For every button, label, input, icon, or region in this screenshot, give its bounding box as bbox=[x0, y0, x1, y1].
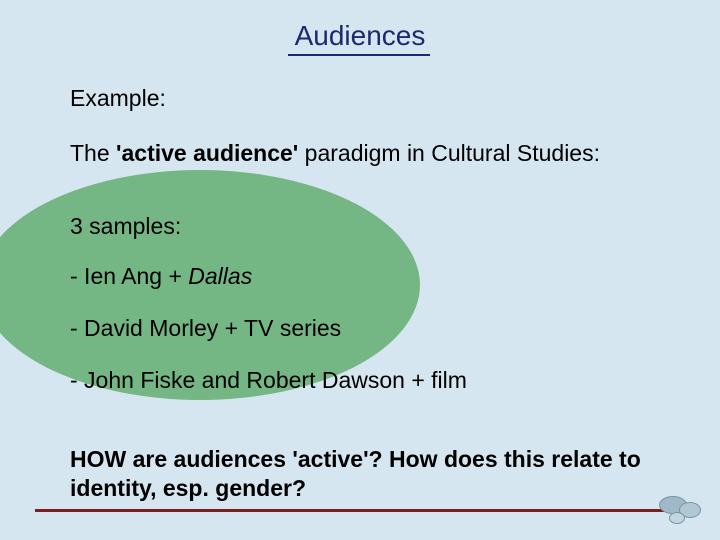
bullet-ang: - Ien Ang + Dallas bbox=[70, 263, 645, 291]
bullet-ang-prefix: - Ien Ang + bbox=[70, 263, 188, 289]
example-label: Example: bbox=[70, 85, 645, 113]
bullet-ang-italic: Dallas bbox=[188, 263, 252, 289]
bullet-fiske: - John Fiske and Robert Dawson + film bbox=[70, 367, 645, 395]
how-question: HOW are audiences 'active'? How does thi… bbox=[70, 445, 645, 503]
paradigm-prefix: The bbox=[70, 140, 116, 166]
corner-decoration-icon bbox=[653, 492, 708, 532]
title-underline bbox=[288, 54, 430, 56]
samples-label: 3 samples: bbox=[70, 213, 645, 241]
paradigm-suffix: paradigm in Cultural Studies: bbox=[298, 140, 600, 166]
slide-title: Audiences bbox=[0, 20, 720, 52]
paradigm-bold: 'active audience' bbox=[116, 140, 298, 166]
bullet-morley: - David Morley + TV series bbox=[70, 315, 645, 343]
slide: Audiences Example: The 'active audience'… bbox=[0, 0, 720, 540]
paradigm-line: The 'active audience' paradigm in Cultur… bbox=[70, 140, 645, 168]
bottom-rule bbox=[35, 509, 685, 512]
